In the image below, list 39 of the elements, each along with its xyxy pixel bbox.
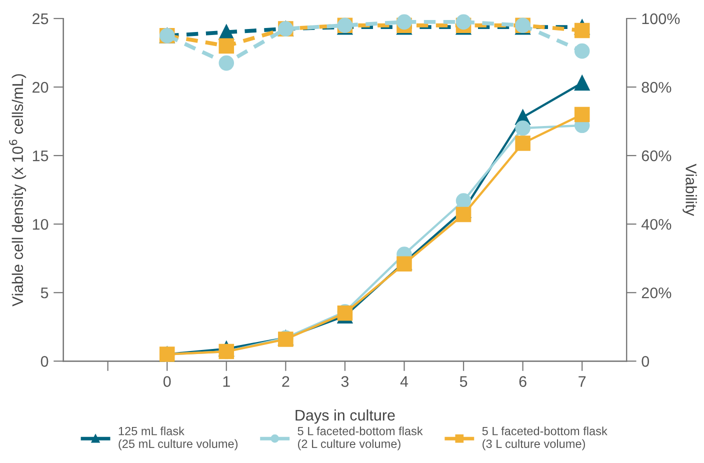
- x-tick-label: 7: [578, 376, 586, 387]
- point: [456, 206, 472, 222]
- x-tick-label: 5: [460, 376, 468, 387]
- x-tick-label: 0: [163, 376, 171, 387]
- y-tick-label: 5: [40, 288, 48, 298]
- point: [396, 14, 412, 30]
- legend-label: 5 L faceted-bottom flask (2 L culture volume): [298, 426, 423, 450]
- point: [574, 43, 590, 59]
- point: [218, 55, 234, 71]
- x-tick-label: 6: [519, 376, 526, 387]
- y2-tick-label: 100%: [642, 13, 680, 24]
- y-tick-label: 10: [32, 218, 48, 230]
- y2-tick-label: 40%: [641, 218, 672, 230]
- y-tick-label: 15: [32, 150, 48, 162]
- x-tick-label: 2: [282, 376, 290, 387]
- y-tick-label: 0: [40, 356, 48, 367]
- point: [396, 256, 412, 272]
- legend-label: 125 mL flask (25 mL culture volume): [118, 426, 238, 450]
- y2-tick-label: 0: [642, 356, 650, 367]
- y2-tick-label: 80%: [642, 82, 672, 93]
- y-axis-title: Viable cell density (x 10$^{6}$ cells/mL): [9, 74, 26, 306]
- point: [574, 75, 590, 91]
- x-tick-label: 3: [341, 376, 349, 387]
- y2-tick-label: 20%: [642, 287, 672, 298]
- point: [574, 106, 590, 122]
- point: [515, 120, 530, 136]
- point: [456, 193, 472, 208]
- point: [515, 136, 530, 151]
- point: [574, 22, 590, 38]
- x-axis-title: Days in culture: [296, 409, 395, 424]
- y2-axis-title: Viability: [682, 164, 697, 216]
- legend-label: 5 L faceted-bottom flask (3 L culture volume): [482, 426, 608, 450]
- y-tick-label: 25: [32, 13, 48, 24]
- x-tick-label: 4: [400, 376, 408, 387]
- y-tick-label: 20: [32, 82, 48, 93]
- y2-tick-label: 60%: [642, 150, 672, 162]
- x-tick-label: 1: [223, 376, 230, 387]
- point: [456, 14, 472, 30]
- point: [218, 38, 234, 54]
